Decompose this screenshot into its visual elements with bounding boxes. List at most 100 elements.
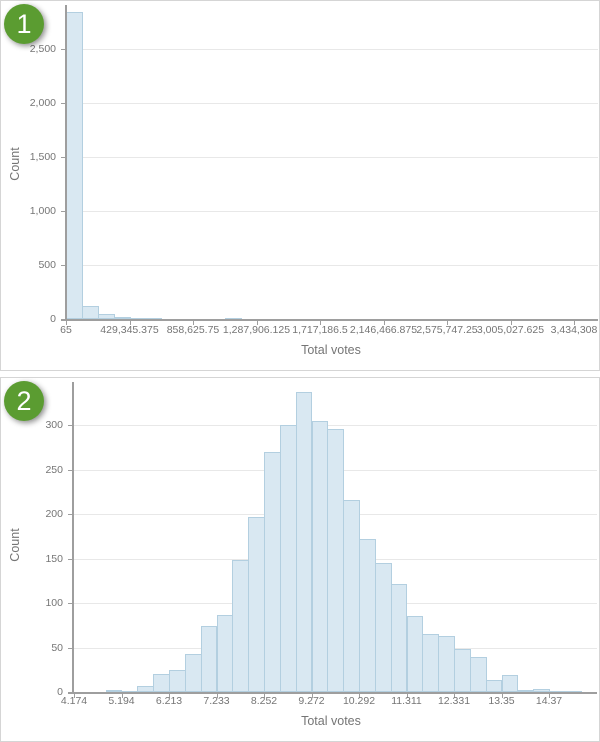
y-tick-label: 250 bbox=[45, 463, 63, 476]
chart-panel-2: 2 0 50 100 150 200 250 300 4.174 5.194 6.213 7.233… bbox=[0, 377, 600, 742]
y-tick-label: 500 bbox=[38, 259, 56, 271]
step-badge-2: 2 bbox=[4, 381, 44, 421]
x-tick-label: 3,434,308 bbox=[550, 324, 598, 336]
histogram-bar bbox=[184, 653, 202, 692]
step-badge-1: 1 bbox=[4, 4, 44, 44]
histogram-bar bbox=[129, 317, 147, 319]
x-tick-mark bbox=[574, 320, 575, 325]
x-tick-label: 2,146,466.875 bbox=[349, 324, 418, 336]
y-axis-line bbox=[72, 382, 74, 693]
histogram-bar bbox=[422, 634, 440, 692]
x-axis-title-1: Total votes bbox=[301, 343, 361, 357]
x-tick-mark bbox=[359, 693, 360, 698]
x-axis-title-2: Total votes bbox=[301, 714, 361, 728]
x-tick-label: 8.252 bbox=[250, 695, 278, 707]
y-tick-label: 2,000 bbox=[29, 97, 56, 109]
x-tick-label: 13.35 bbox=[488, 695, 515, 707]
histogram-bar bbox=[311, 420, 329, 692]
x-tick-mark bbox=[311, 693, 313, 698]
histogram-bar bbox=[224, 318, 242, 319]
y-tick-label: 200 bbox=[45, 508, 63, 520]
grid-line bbox=[66, 211, 598, 212]
histogram-bar bbox=[469, 657, 487, 692]
x-tick-mark bbox=[74, 693, 75, 698]
histogram-bar bbox=[264, 451, 281, 692]
x-tick-label: 10.292 bbox=[342, 695, 376, 707]
x-tick-label: 4.174 bbox=[60, 695, 88, 707]
x-tick-mark bbox=[501, 693, 503, 698]
histogram-bar bbox=[533, 689, 550, 692]
x-tick-mark bbox=[129, 320, 131, 325]
histogram-bar bbox=[438, 635, 455, 692]
y-tick-mark bbox=[68, 514, 73, 515]
x-tick-label: 11.311 bbox=[391, 695, 422, 707]
y-tick-label: 0 bbox=[57, 686, 63, 698]
histogram-bar bbox=[343, 499, 360, 692]
x-tick-label: 429,345.375 bbox=[100, 324, 159, 336]
histogram-bar bbox=[549, 691, 566, 692]
histogram-bar bbox=[193, 318, 210, 319]
y-tick-mark bbox=[61, 265, 66, 266]
x-tick-label: 3,005,027.625 bbox=[476, 324, 545, 336]
histogram-bar bbox=[232, 560, 250, 692]
histogram-bar bbox=[501, 675, 519, 692]
histogram-bar bbox=[240, 318, 258, 319]
histogram-bar bbox=[485, 679, 503, 692]
x-tick-label: 2,575,747.25 bbox=[416, 324, 478, 336]
histogram-bar bbox=[454, 649, 471, 692]
histogram-bar bbox=[121, 691, 139, 692]
x-tick-mark bbox=[264, 693, 265, 698]
x-tick-label: 1,717,186.5 bbox=[292, 324, 348, 336]
histogram-bar bbox=[558, 318, 575, 319]
histogram-bar bbox=[66, 12, 83, 319]
y-tick-mark bbox=[68, 558, 73, 560]
histogram-bar bbox=[390, 584, 408, 692]
chart-panel-1: 1 0 500 1,000 1,500 2,000 2,500 65 429,345.375 8… bbox=[0, 0, 600, 371]
x-tick-label: 65 bbox=[60, 324, 72, 336]
histogram-plot-2: 0 50 100 150 200 250 300 4.174 5.194 6.213 7.233 8.… bbox=[1, 378, 599, 741]
y-tick-mark bbox=[61, 157, 66, 158]
histogram-bar bbox=[161, 318, 179, 319]
x-axis-line bbox=[61, 319, 598, 321]
histogram-bar bbox=[113, 316, 131, 319]
histogram-bar bbox=[327, 429, 345, 692]
grid-line bbox=[66, 157, 598, 158]
histogram-bar bbox=[169, 669, 186, 692]
histogram-bar bbox=[406, 616, 424, 692]
y-tick-label: 300 bbox=[45, 419, 63, 431]
y-tick-mark bbox=[68, 647, 73, 649]
x-tick-mark bbox=[406, 693, 408, 698]
histogram-bar bbox=[359, 538, 376, 692]
y-tick-mark bbox=[68, 469, 73, 471]
y-axis-title-2: Count bbox=[8, 528, 22, 562]
y-tick-mark bbox=[61, 49, 66, 50]
histogram-bar bbox=[216, 614, 234, 692]
y-tick-label: 50 bbox=[51, 641, 63, 654]
histogram-bar bbox=[279, 425, 297, 692]
histogram-bar bbox=[351, 318, 369, 319]
histogram-bar bbox=[295, 392, 313, 692]
x-tick-label: 5.194 bbox=[108, 695, 135, 707]
y-tick-label: 2,500 bbox=[29, 43, 56, 55]
x-tick-label: 858,625.75 bbox=[166, 324, 220, 336]
histogram-bar bbox=[200, 626, 218, 692]
y-tick-label: 1,500 bbox=[29, 151, 56, 163]
histogram-bar bbox=[304, 318, 321, 319]
x-tick-mark bbox=[447, 320, 448, 325]
histogram-bar bbox=[145, 318, 163, 319]
y-axis-line bbox=[65, 5, 67, 320]
histogram-bar bbox=[153, 674, 170, 692]
y-tick-label: 150 bbox=[45, 552, 63, 565]
histogram-bar bbox=[81, 306, 99, 319]
histogram-bar bbox=[256, 318, 274, 319]
x-tick-label: 12.331 bbox=[437, 695, 471, 707]
histogram-bar bbox=[288, 318, 306, 319]
x-tick-mark bbox=[169, 693, 170, 698]
histogram-plot-1: 0 500 1,000 1,500 2,000 2,500 65 429,345.375 858… bbox=[1, 1, 599, 370]
y-tick-label: 1,000 bbox=[29, 205, 56, 217]
x-tick-mark bbox=[193, 320, 194, 325]
histogram-bar bbox=[374, 562, 392, 692]
y-tick-label: 100 bbox=[45, 597, 63, 609]
x-tick-mark bbox=[383, 320, 385, 325]
x-tick-label: 9.272 bbox=[298, 695, 325, 707]
